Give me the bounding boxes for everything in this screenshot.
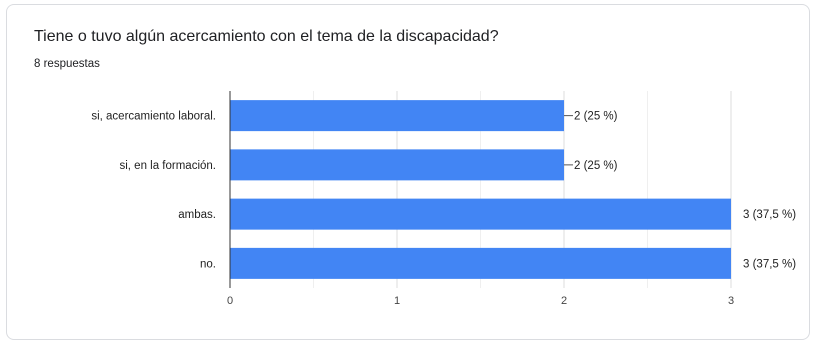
- data-label: 3 (37,5 %): [743, 258, 796, 270]
- x-tick-label: 2: [561, 295, 567, 307]
- x-axis-ticks: 0 1 2 3: [227, 295, 734, 307]
- bar[interactable]: [230, 149, 564, 181]
- data-label: 3 (37,5 %): [743, 209, 796, 221]
- category-label: no.: [200, 258, 216, 270]
- x-tick-label: 0: [227, 295, 233, 307]
- category-labels: si, acercamiento laboral. si, en la forma…: [91, 111, 216, 271]
- bar[interactable]: [230, 100, 564, 132]
- data-labels: 2 (25 %) 2 (25 %) 3 (37,5 %) 3 (37,5 %): [564, 111, 796, 270]
- bars: [230, 100, 731, 279]
- bar[interactable]: [230, 247, 731, 279]
- response-count: 8 respuestas: [34, 58, 100, 70]
- data-label: 2 (25 %): [574, 111, 618, 123]
- category-label: si, acercamiento laboral.: [91, 111, 216, 123]
- bar[interactable]: [230, 198, 731, 230]
- question-title: Tiene o tuvo algún acercamiento con el t…: [34, 28, 499, 45]
- category-label: si, en la formación.: [119, 160, 216, 172]
- x-tick-label: 1: [394, 295, 400, 307]
- x-tick-label: 3: [728, 295, 734, 307]
- data-label: 2 (25 %): [574, 160, 618, 172]
- category-label: ambas.: [178, 209, 216, 221]
- chart-card: Tiene o tuvo algún acercamiento con el t…: [6, 4, 810, 340]
